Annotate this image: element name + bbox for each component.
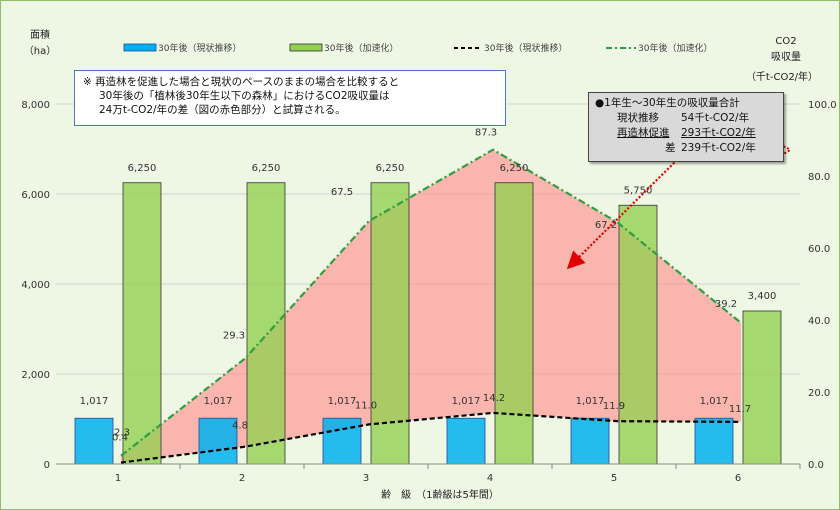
line-current — [120, 411, 742, 464]
line-accel-label: 2.3 — [114, 428, 130, 439]
line-current-label: 11.0 — [355, 400, 377, 411]
x-tick-label: 2 — [239, 473, 245, 484]
legend-label-bar-current: 30年後（現状推移） — [158, 42, 241, 54]
bar-accel — [246, 182, 286, 465]
summary-label-accel: 再造林促進 — [617, 127, 670, 139]
bar-accel-label: 5,750 — [624, 185, 653, 196]
bar-current — [570, 417, 610, 465]
difference-highlight-ellipse — [656, 140, 790, 160]
x-tick-label: 6 — [735, 473, 741, 484]
y-left-title-2: （ha） — [24, 45, 56, 57]
summary-label-diff: 差 — [665, 142, 676, 154]
comparison-note: ※ 再造林を促進した場合と現状のペースのままの場合を比較すると 30年後の「植林… — [74, 70, 506, 126]
y-left-tick-label: 0 — [44, 460, 50, 471]
y-left-tick-label: 4,000 — [21, 280, 50, 291]
bar-accel — [618, 204, 658, 465]
data-labels-layer: 1,017 6,250 1,017 6,250 1,017 6,250 1,017 6,250… — [80, 128, 777, 444]
line-accel-label: 29.3 — [223, 331, 245, 342]
y-right-tick-label: 60.0 — [808, 244, 830, 255]
bar-accel-label: 6,250 — [500, 163, 529, 174]
y-left-tick-label: 8,000 — [21, 100, 50, 111]
summary-value-current: 54千t-CO2/年 — [681, 112, 750, 124]
bar-current-label: 1,017 — [204, 396, 233, 407]
bar-accel — [122, 182, 162, 465]
y-right-tick-label: 100.0 — [808, 100, 837, 111]
note-line-2: 30年後の「植林後30年生以下の森林」におけるCO2吸収量は — [99, 90, 390, 102]
legend-label-line-accel: 30年後（加速化） — [638, 42, 712, 54]
bar-current — [322, 417, 362, 465]
y-right-title-3: （千t-CO2/年） — [746, 70, 818, 83]
line-current-label: 11.9 — [603, 401, 625, 412]
line-current-label: 4.8 — [232, 421, 248, 432]
bar-accel-label: 6,250 — [252, 163, 281, 174]
y-left-tick-label: 2,000 — [21, 370, 50, 381]
x-tick-label: 4 — [487, 473, 493, 484]
legend-label-bar-accel: 30年後（加速化） — [324, 42, 398, 54]
y-right-title-2: 吸収量 — [771, 51, 801, 63]
line-accel-label: 39.2 — [715, 299, 737, 310]
summary-row-diff: 差 239千t-CO2/年 — [595, 141, 777, 156]
bar-accel — [370, 182, 410, 465]
summary-title: ●1年生～30年生の吸収量合計 — [595, 97, 740, 109]
legend-swatch-bar-current — [123, 43, 157, 52]
summary-value-accel: 293千t-CO2/年 — [681, 127, 756, 139]
axes-layer: 0 2,000 4,000 6,000 8,000 0.0 20.0 40.0 60.0 80.0… — [21, 100, 836, 484]
legend-label-line-current: 30年後（現状推移） — [484, 42, 567, 54]
line-current-label: 0.4 — [112, 433, 128, 444]
y-right-tick-label: 20.0 — [808, 388, 830, 399]
summary-box: ●1年生～30年生の吸収量合計 現状推移 54千t-CO2/年 再造林促進 29… — [588, 92, 784, 162]
line-current-label: 14.2 — [483, 393, 505, 404]
summary-row-accel: 再造林促進 293千t-CO2/年 — [595, 126, 777, 141]
bar-current — [198, 417, 238, 465]
note-line-3: 24万t-CO2/年の差（図の赤色部分）と試算される。 — [99, 104, 346, 116]
bar-current-label: 1,017 — [80, 396, 109, 407]
y-right-tick-label: 80.0 — [808, 172, 830, 183]
x-tick-label: 5 — [611, 473, 617, 484]
lines-layer — [120, 148, 742, 464]
bar-current-label: 1,017 — [700, 396, 729, 407]
bar-current — [694, 417, 734, 465]
difference-arrow — [566, 156, 681, 270]
line-accel-label: 67.2 — [595, 220, 617, 231]
bar-accel-label: 6,250 — [128, 163, 157, 174]
legend: 30年後（現状推移） 30年後（加速化） 30年後（現状推移） 30年後（加速化… — [123, 42, 712, 54]
summary-label-current: 現状推移 — [617, 112, 659, 124]
bar-current — [446, 417, 486, 465]
legend-swatch-bar-accel — [289, 43, 323, 52]
y-left-title-1: 面積 — [30, 28, 50, 41]
note-line-1: ※ 再造林を促進した場合と現状のペースのままの場合を比較すると — [83, 76, 400, 88]
bar-current-label: 1,017 — [576, 396, 605, 407]
y-right-tick-label: 40.0 — [808, 316, 830, 327]
bar-accel-label: 3,400 — [748, 291, 777, 302]
x-tick-label: 1 — [115, 473, 121, 484]
bar-accel-label: 6,250 — [376, 163, 405, 174]
summary-row-current: 現状推移 54千t-CO2/年 — [595, 111, 777, 126]
bar-accel — [742, 310, 782, 465]
bar-current-label: 1,017 — [328, 396, 357, 407]
summary-value-diff: 239千t-CO2/年 — [681, 142, 756, 154]
bar-accel — [494, 182, 534, 465]
line-current-label: 11.7 — [729, 404, 751, 415]
x-tick-label: 3 — [363, 473, 369, 484]
y-right-tick-label: 0.0 — [808, 460, 824, 471]
y-right-title-1: CO2 — [775, 36, 796, 47]
line-accel-label: 67.5 — [331, 187, 353, 198]
bar-current-label: 1,017 — [452, 396, 481, 407]
bar-current — [74, 417, 114, 465]
line-accel-label: 87.3 — [475, 128, 497, 139]
line-accel — [120, 148, 742, 457]
x-axis-title: 齢 級 （1齢級は5年間） — [381, 488, 499, 501]
y-left-tick-label: 6,000 — [21, 190, 50, 201]
